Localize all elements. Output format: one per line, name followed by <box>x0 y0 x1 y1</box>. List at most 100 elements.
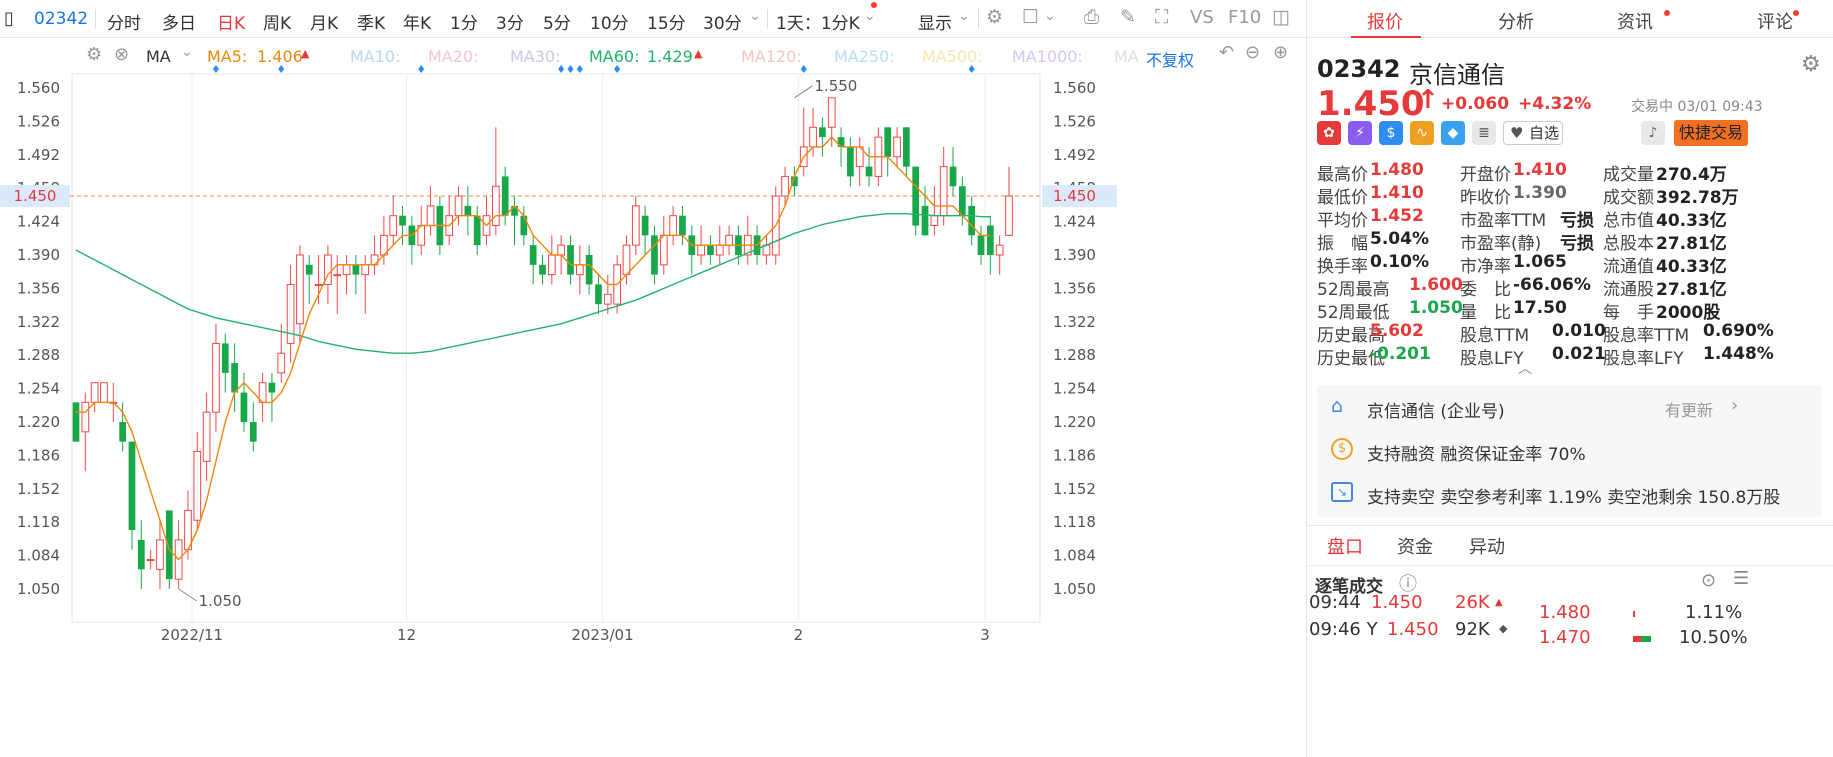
tab-multi-day[interactable]: 多日 <box>162 14 196 34</box>
settings-icon[interactable]: ⚙ <box>86 44 103 65</box>
stock-code: 02342 <box>34 9 89 29</box>
zoom-out-icon[interactable]: ⊖ <box>1245 42 1261 63</box>
info-icon[interactable]: ⓘ <box>1399 574 1417 595</box>
undo-icon[interactable]: ↶ <box>1219 42 1235 63</box>
panel-toggle-icon[interactable]: ◫ <box>1272 6 1290 28</box>
dollar-icon[interactable]: $ <box>1379 121 1403 145</box>
tab-comments[interactable]: 评论 <box>1757 12 1793 33</box>
candle-body <box>707 245 714 255</box>
stat-label: 振 幅 <box>1317 234 1368 254</box>
enterprise-row[interactable]: ⌂ 京信通信 (企业号) 有更新 › <box>1317 385 1822 431</box>
list-icon[interactable]: ☰ <box>1733 568 1750 589</box>
compare-vs-button[interactable]: VS <box>1190 7 1214 28</box>
stat-value: 0.010 <box>1552 321 1606 341</box>
chevron-down-icon[interactable]: ⌄ <box>181 44 193 60</box>
candle-body <box>240 392 248 422</box>
stat-value: 1.452 <box>1370 206 1424 226</box>
arrow-up-icon: ▲ <box>1495 597 1503 608</box>
collapse-chevron-icon[interactable]: ︿ <box>1518 361 1532 377</box>
stat-value: 1.410 <box>1513 160 1567 180</box>
quote-stats: 最高价 1.480 开盘价 1.410 成交量 270.4万 最低价 1.410 昨收价 1.39… <box>1307 160 1833 370</box>
tab-10min[interactable]: 10分 <box>590 14 629 34</box>
stat-value: 5.04% <box>1370 229 1429 249</box>
close-circle-icon[interactable]: ⊗ <box>114 44 130 65</box>
tab-monthly-k[interactable]: 月K <box>310 14 339 34</box>
tab-news[interactable]: 资讯 <box>1617 12 1653 33</box>
sidebar-toggle-icon[interactable]: ▯ <box>4 8 14 29</box>
stat-value: 17.50 <box>1513 298 1567 318</box>
hk-flag-icon[interactable]: ✿ <box>1317 121 1341 145</box>
stock-code: 02342 <box>1317 55 1401 83</box>
tab-weekly-k[interactable]: 周K <box>263 14 292 34</box>
adjust-toggle[interactable]: 不复权 <box>1146 51 1195 70</box>
stat-label: 股息LFY <box>1460 349 1524 369</box>
fullscreen-icon[interactable]: ⛶ <box>1155 6 1169 28</box>
chevron-down-icon[interactable]: ⌄ <box>749 8 761 24</box>
stat-value: 1.410 <box>1370 183 1424 203</box>
settings-icon[interactable]: ⚙ <box>986 6 1004 28</box>
book-pct: 10.50% <box>1679 627 1748 648</box>
candle-body <box>286 283 295 344</box>
tab-yearly-k[interactable]: 年K <box>403 14 432 34</box>
quick-trade-button[interactable]: 快捷交易 <box>1674 120 1748 146</box>
y-tick-label-left: 1.152 <box>17 480 60 498</box>
trend-icon[interactable]: ∿ <box>1410 121 1434 145</box>
y-tick-label-right: 1.186 <box>1053 446 1096 464</box>
tab-quarterly-k[interactable]: 季K <box>357 14 386 34</box>
chevron-down-icon[interactable]: ⌄ <box>958 8 970 24</box>
stat-label: 换手率 <box>1317 257 1368 277</box>
camera-icon[interactable]: ⎙ <box>1084 6 1100 28</box>
notes-icon[interactable]: ≣ <box>1472 121 1496 145</box>
divider <box>1307 525 1833 526</box>
book-pct: 1.11% <box>1685 602 1743 623</box>
tab-15min[interactable]: 15分 <box>647 14 686 34</box>
tab-daily-k[interactable]: 日K <box>217 14 246 34</box>
quote-panel: 报价 分析 资讯 评论 02342 京信通信 ⚙ 1.450 ↑ +0.060 … <box>1306 0 1833 757</box>
f10-button[interactable]: F10 <box>1228 7 1262 28</box>
tab-30min[interactable]: 30分 <box>703 14 742 34</box>
tab-intraday[interactable]: 分时 <box>107 14 141 34</box>
lightning-icon[interactable]: ⚡ <box>1348 121 1372 145</box>
subtab-orderbook[interactable]: 盘口 <box>1327 537 1363 558</box>
chevron-down-icon[interactable]: ⌄ <box>1044 8 1056 24</box>
candle-body <box>249 422 257 442</box>
pencil-icon[interactable]: ✎ <box>1120 6 1136 28</box>
square-icon[interactable]: ☐ <box>1022 6 1040 28</box>
subtab-funds[interactable]: 资金 <box>1397 537 1433 558</box>
neutral-diamond-icon: ◆ <box>1499 622 1508 635</box>
display-menu[interactable]: 显示 <box>918 14 952 34</box>
candle-body <box>641 215 649 236</box>
add-watchlist-button[interactable]: ♥ 自选 <box>1503 121 1563 145</box>
y-tick-label-left: 1.288 <box>17 346 60 364</box>
zoom-in-icon[interactable]: ⊕ <box>1273 42 1289 63</box>
watchlist-label: 自选 <box>1529 124 1560 142</box>
heart-icon: ♥ <box>1510 124 1524 142</box>
candle-body <box>520 215 528 236</box>
stat-label: 流通值 <box>1603 257 1654 277</box>
tab-analysis[interactable]: 分析 <box>1498 12 1534 33</box>
tab-quote[interactable]: 报价 <box>1367 12 1403 33</box>
arrow-up-icon: ▲ <box>694 47 703 60</box>
subtab-movements[interactable]: 异动 <box>1469 537 1505 558</box>
trade-time: 09:46 Y <box>1309 619 1378 640</box>
kline-chart[interactable]: 2022/11 12 2023/01 2 3 1.560 1.560 1.526 1.526 1.… <box>0 0 1305 757</box>
chart-down-icon: ↘ <box>1331 482 1353 502</box>
tag-icon[interactable]: ◆ <box>1441 121 1465 145</box>
tab-5min[interactable]: 5分 <box>543 14 571 34</box>
more-icon[interactable]: ⊙ <box>1701 570 1717 591</box>
period-selector[interactable]: 1天：1分K <box>776 14 860 34</box>
ma5-label: MA5: <box>207 47 248 66</box>
settings-icon[interactable]: ⚙ <box>1801 52 1821 77</box>
stat-label: 总股本 <box>1603 234 1654 254</box>
candle-body <box>473 215 481 246</box>
indicator-bar: ⚙ ⊗ MA ⌄ MA5: 1.406 ▲ MA10: MA20: MA30: … <box>0 38 1305 74</box>
stat-value: 40.33亿 <box>1656 211 1727 231</box>
candle-body <box>595 284 602 305</box>
tab-3min[interactable]: 3分 <box>496 14 524 34</box>
candle-body <box>100 382 108 403</box>
tab-1min[interactable]: 1分 <box>450 14 478 34</box>
chevron-down-icon[interactable]: ⌄ <box>864 8 876 24</box>
ma-selector[interactable]: MA <box>146 47 171 66</box>
ma500-label: MA500: <box>922 47 983 66</box>
bell-icon[interactable]: ♪ <box>1641 121 1665 145</box>
